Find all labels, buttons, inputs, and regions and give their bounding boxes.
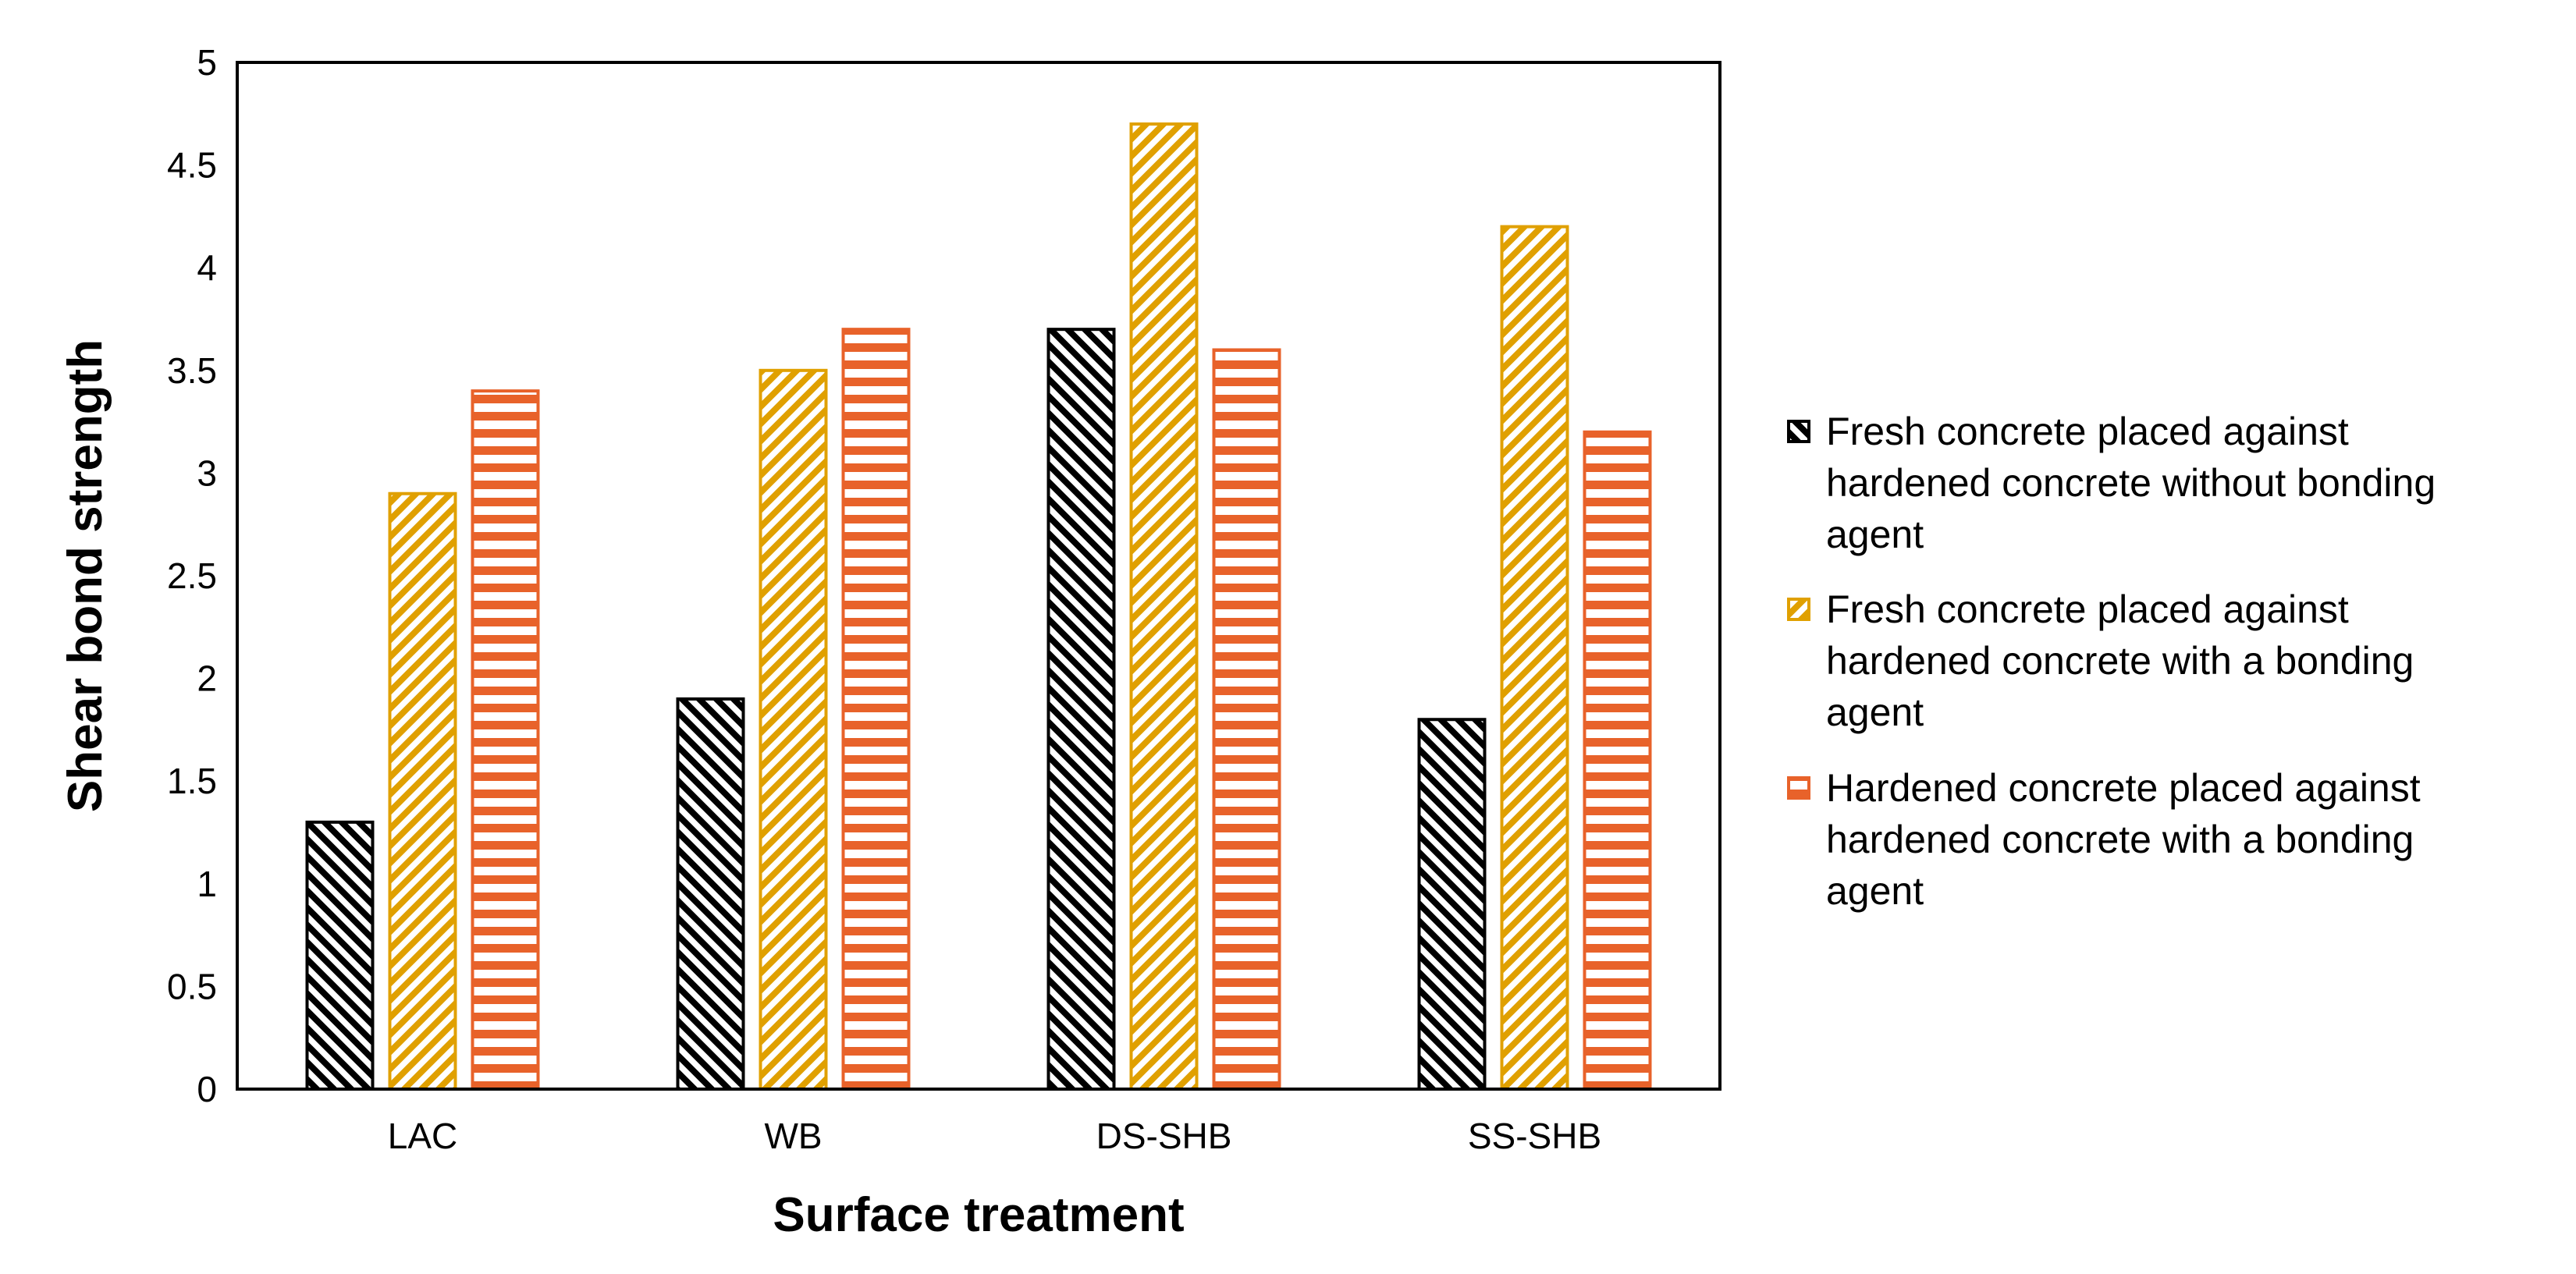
legend-label-series-3: agent — [1826, 869, 1924, 913]
legend-label-series-1: agent — [1826, 513, 1924, 556]
y-tick-label: 5 — [197, 42, 217, 83]
bar-wb-series-3 — [841, 328, 911, 1091]
x-tick-label: DS-SHB — [1096, 1116, 1232, 1156]
bar-wb-series-2 — [759, 368, 828, 1091]
plot-area-frame — [236, 61, 1721, 1091]
y-axis-title: Shear bond strength — [59, 339, 112, 812]
bar-ds-shb-series-1 — [1046, 328, 1116, 1091]
legend-swatch-series-2 — [1787, 598, 1810, 621]
x-tick-label: LAC — [388, 1116, 457, 1156]
y-tick-label: 2.5 — [167, 555, 217, 596]
bar-ss-shb-series-2 — [1500, 225, 1569, 1091]
bar-wb-series-1 — [676, 697, 745, 1091]
bar-ss-shb-series-1 — [1417, 718, 1487, 1091]
bar-lac-series-3 — [471, 389, 540, 1091]
legend-label-series-2: hardened concrete with a bonding — [1826, 639, 2414, 683]
y-tick-label: 1.5 — [167, 761, 217, 801]
x-axis-ticks: LAC WB DS-SHB SS-SHB — [388, 1116, 1601, 1156]
legend: Fresh concrete placed against hardened co… — [1787, 410, 2436, 913]
y-tick-label: 0 — [197, 1069, 217, 1109]
y-tick-label: 0.5 — [167, 966, 217, 1006]
bar-ds-shb-series-3 — [1212, 348, 1281, 1091]
legend-label-series-1: hardened concrete without bonding — [1826, 461, 2436, 505]
x-axis-title: Surface treatment — [773, 1188, 1184, 1242]
y-tick-label: 3.5 — [167, 350, 217, 391]
bars-layer — [305, 122, 1652, 1091]
legend-swatch-series-3 — [1787, 776, 1810, 800]
x-tick-label: WB — [764, 1116, 822, 1156]
bar-lac-series-2 — [388, 492, 457, 1091]
y-tick-label: 1 — [197, 864, 217, 904]
y-tick-label: 3 — [197, 452, 217, 493]
y-tick-label: 2 — [197, 658, 217, 699]
legend-label-series-2: Fresh concrete placed against — [1826, 587, 2349, 631]
legend-label-series-3: Hardened concrete placed against — [1826, 766, 2421, 810]
bar-ds-shb-series-2 — [1129, 122, 1199, 1091]
bar-ss-shb-series-3 — [1583, 430, 1652, 1091]
x-tick-label: SS-SHB — [1468, 1116, 1601, 1156]
y-axis-ticks: 0 0.5 1 1.5 2 2.5 3 3.5 4 4.5 5 — [167, 42, 217, 1109]
y-tick-label: 4.5 — [167, 145, 217, 186]
legend-label-series-3: hardened concrete with a bonding — [1826, 818, 2414, 861]
legend-label-series-1: Fresh concrete placed against — [1826, 410, 2349, 453]
legend-label-series-2: agent — [1826, 690, 1924, 734]
bar-lac-series-1 — [305, 820, 375, 1091]
legend-swatch-series-1 — [1787, 420, 1810, 443]
y-tick-label: 4 — [197, 247, 217, 288]
